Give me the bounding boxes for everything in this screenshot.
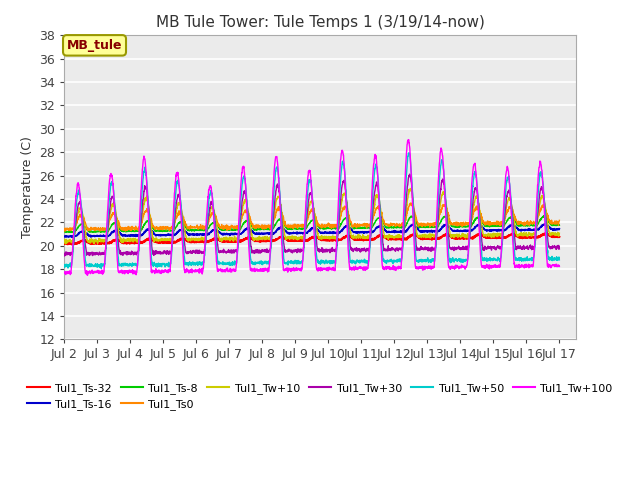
Text: MB_tule: MB_tule xyxy=(67,39,122,52)
Legend: Tul1_Ts-32, Tul1_Ts-16, Tul1_Ts-8, Tul1_Ts0, Tul1_Tw+10, Tul1_Tw+30, Tul1_Tw+50,: Tul1_Ts-32, Tul1_Ts-16, Tul1_Ts-8, Tul1_… xyxy=(23,378,617,415)
Title: MB Tule Tower: Tule Temps 1 (3/19/14-now): MB Tule Tower: Tule Temps 1 (3/19/14-now… xyxy=(156,15,484,30)
Y-axis label: Temperature (C): Temperature (C) xyxy=(20,136,34,238)
